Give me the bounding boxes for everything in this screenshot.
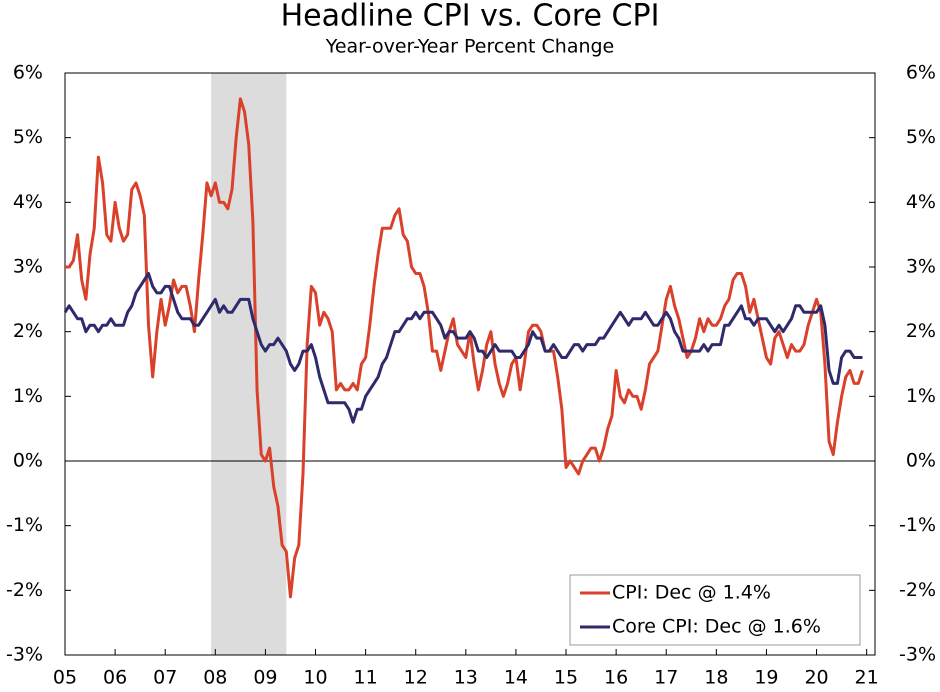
x-tick-label: 15 [554,667,578,689]
y-tick-label: 4% [13,191,43,213]
y2-tick-label: 1% [906,385,936,407]
x-tick-label: 10 [303,667,327,689]
y2-tick-label: -3% [899,644,936,666]
y2-tick-label: -2% [899,579,936,601]
x-tick-label: 09 [253,667,277,689]
x-tick-label: 07 [153,667,177,689]
x-tick-label: 21 [855,667,879,689]
y-tick-label: -1% [6,514,43,536]
y2-tick-label: -1% [899,514,936,536]
plot-frame [64,72,876,656]
legend-label: Core CPI: Dec @ 1.6% [612,616,821,638]
series-line [65,97,864,599]
y2-tick-label: 2% [906,320,936,342]
x-tick-label: 06 [103,667,127,689]
y2-tick-label: 3% [906,256,936,278]
x-tick-label: 13 [454,667,478,689]
y2-tick-label: 5% [906,126,936,148]
y-tick-label: -2% [6,579,43,601]
series-line [63,271,863,424]
y-tick-label: 0% [13,450,43,472]
y2-tick-label: 4% [906,191,936,213]
x-tick-label: 19 [754,667,778,689]
y2-tick-label: 0% [906,450,936,472]
y-tick-label: -3% [6,644,43,666]
y-tick-label: 6% [13,62,43,84]
x-tick-label: 17 [654,667,678,689]
x-tick-label: 12 [404,667,428,689]
y2-tick-label: 6% [906,62,936,84]
y-tick-label: 1% [13,385,43,407]
chart-subtitle: Year-over-Year Percent Change [325,36,615,58]
x-tick-label: 18 [704,667,728,689]
chart-title: Headline CPI vs. Core CPI [281,0,660,34]
legend-label: CPI: Dec @ 1.4% [612,582,771,604]
x-tick-label: 20 [804,667,828,689]
x-tick-label: 16 [604,667,628,689]
legend-box [569,574,861,646]
x-tick-label: 05 [53,667,77,689]
y-tick-label: 2% [13,320,43,342]
x-tick-label: 11 [354,667,378,689]
x-tick-label: 14 [504,667,528,689]
y-tick-label: 3% [13,256,43,278]
x-tick-label: 08 [203,667,227,689]
y-tick-label: 5% [13,126,43,148]
